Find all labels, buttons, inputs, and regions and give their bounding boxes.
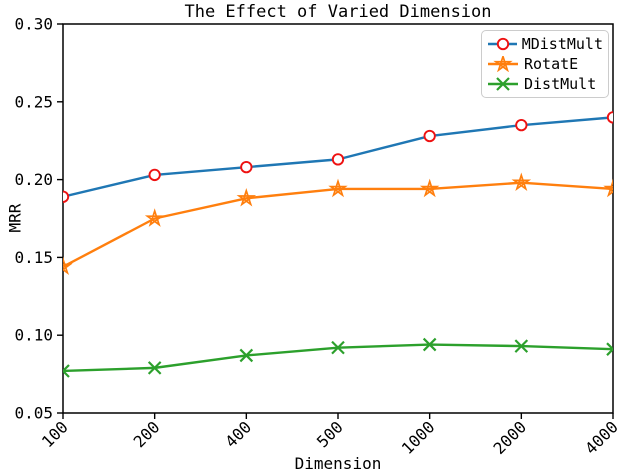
x-tick-label: 4000: [581, 417, 622, 458]
x-axis-label: Dimension: [294, 454, 382, 473]
y-tick-label: 0.30: [14, 15, 53, 34]
y-tick-label: 0.10: [14, 326, 53, 345]
chart-title: The Effect of Varied Dimension: [184, 2, 492, 22]
legend-item-distmult: DistMult: [487, 74, 603, 94]
y-tick-label: 0.15: [14, 248, 53, 267]
y-tick-label: 0.25: [14, 92, 53, 111]
legend-marker-star-icon: [488, 56, 518, 72]
legend: MDistMult RotatE DistMult: [481, 30, 609, 98]
x-tick-label: 200: [130, 417, 164, 451]
legend-marker-x-icon: [488, 77, 518, 91]
series-distmult: [63, 337, 613, 378]
legend-item-mdistmult: MDistMult: [487, 34, 603, 54]
y-tick-label: 0.05: [14, 404, 53, 423]
series-mdistmult: [63, 111, 613, 203]
legend-label-mdistmult: MDistMult: [521, 35, 603, 53]
x-tick-label: 500: [313, 417, 347, 451]
legend-label-distmult: DistMult: [524, 75, 597, 93]
x-axis-ticks: 100 200 400 500 1000 2000 4000: [38, 413, 622, 458]
y-axis-ticks: 0.05 0.10 0.15 0.20 0.25 0.30: [14, 15, 63, 423]
series-rotate: [63, 172, 613, 276]
y-axis-label: MRR: [5, 203, 25, 233]
legend-label-rotate: RotatE: [524, 55, 579, 73]
x-tick-label: 2000: [489, 417, 530, 458]
y-tick-label: 0.20: [14, 170, 53, 189]
legend-marker-circle-icon: [488, 37, 517, 51]
x-tick-label: 400: [221, 417, 255, 451]
legend-item-rotate: RotatE: [487, 54, 603, 74]
x-tick-label: 1000: [398, 417, 439, 458]
